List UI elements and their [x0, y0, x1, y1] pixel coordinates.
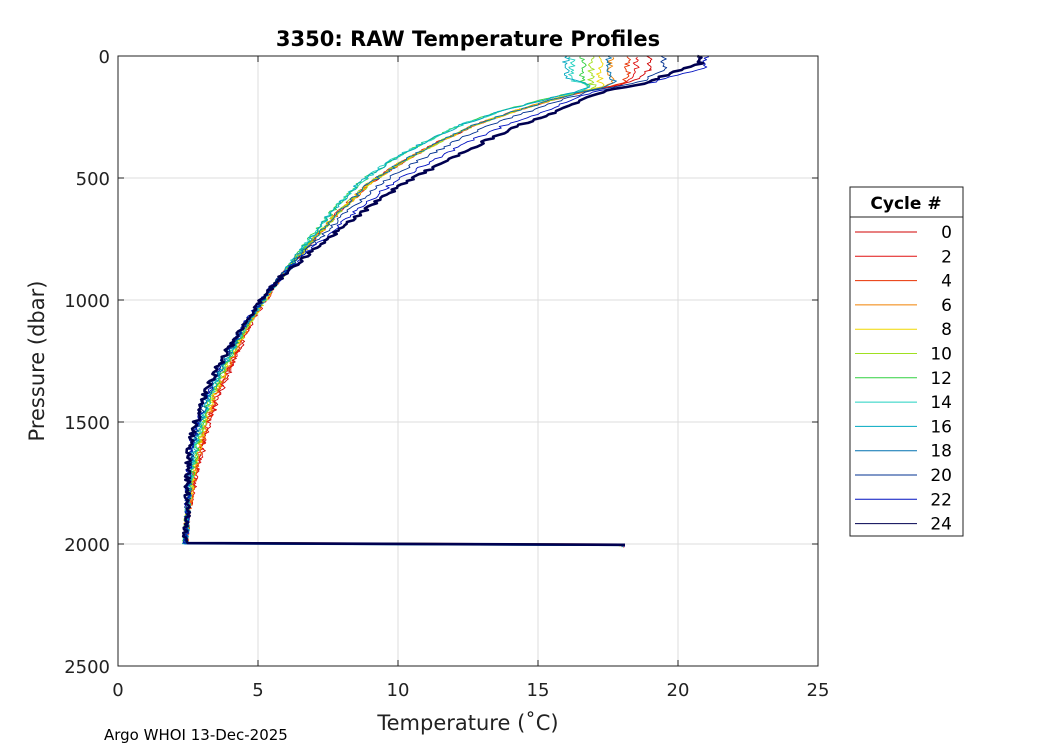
x-tick-label: 10 [387, 680, 410, 701]
profile-line-cycle-24 [181, 54, 705, 547]
y-tick-label: 500 [76, 169, 110, 190]
x-axis-ticks: 0 5 10 15 20 25 [112, 56, 829, 701]
legend-entry-label: 14 [930, 393, 952, 413]
chart-title: 3350: RAW Temperature Profiles [276, 27, 660, 51]
profile-line-cycle-10 [183, 56, 624, 547]
legend-entry-label: 20 [930, 466, 952, 486]
profile-line-cycle-20 [182, 55, 668, 547]
legend-title: Cycle # [870, 194, 941, 214]
y-tick-label: 0 [99, 47, 110, 68]
profile-line-cycle-14 [182, 56, 625, 548]
y-tick-label: 1000 [64, 291, 110, 312]
profile-lines [181, 54, 710, 548]
x-axis-label: Temperature (˚C) [376, 711, 558, 735]
legend-entry-label: 16 [930, 417, 952, 437]
plot-frame [117, 55, 819, 667]
legend-box [849, 186, 964, 537]
y-axis-label: Pressure (dbar) [25, 281, 49, 442]
x-tick-label: 0 [112, 680, 123, 701]
profile-line-cycle-6 [182, 56, 620, 545]
profile-line-cycle-8 [182, 56, 621, 547]
x-tick-label: 25 [807, 680, 830, 701]
profile-line-cycle-0 [183, 55, 653, 547]
legend-entry-label: 18 [930, 442, 952, 462]
x-tick-label: 20 [667, 680, 690, 701]
y-axis-ticks: 0 500 1000 1500 2000 2500 [64, 47, 818, 678]
legend-entry-label: 22 [930, 490, 952, 510]
legend-entry-label: 24 [930, 515, 952, 535]
y-tick-label: 1500 [64, 413, 110, 434]
profile-line-cycle-2 [182, 56, 640, 548]
y-tick-label: 2500 [64, 657, 110, 678]
x-tick-label: 5 [252, 680, 263, 701]
x-tick-label: 15 [527, 680, 550, 701]
footer-text: Argo WHOI 13-Dec-2025 [104, 726, 288, 744]
legend-entry-label: 8 [941, 320, 952, 340]
legend-entry-label: 10 [930, 345, 952, 365]
legend-entry-label: 12 [930, 369, 952, 389]
legend-entry-label: 4 [941, 272, 952, 292]
legend-entry-label: 6 [941, 296, 952, 316]
profile-line-cycle-18 [182, 56, 623, 547]
y-tick-label: 2000 [64, 535, 110, 556]
legend-entry-label: 0 [941, 223, 952, 243]
legend-entry-label: 2 [941, 247, 952, 267]
